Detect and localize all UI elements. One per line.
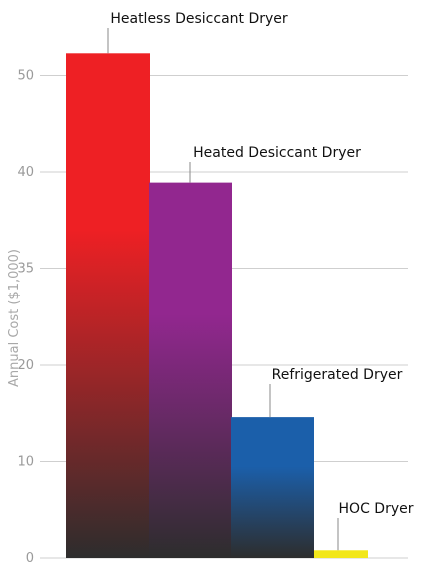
bar-label: Refrigerated Dryer <box>272 367 403 383</box>
bar <box>66 53 150 559</box>
y-axis-ticks: 0 10 20 35 40 50 <box>17 69 34 567</box>
y-tick-label: 50 <box>17 69 34 84</box>
y-tick-label: 40 <box>17 165 34 180</box>
bar <box>149 182 232 559</box>
y-axis-label: Annual Cost ($1,000) <box>7 249 22 387</box>
y-tick-label: 20 <box>17 358 34 373</box>
bar <box>231 417 314 558</box>
bar <box>314 550 368 558</box>
y-tick-label: 0 <box>26 551 34 566</box>
y-tick-label: 10 <box>17 455 34 470</box>
bars <box>66 53 368 559</box>
y-tick-label: 35 <box>17 262 34 277</box>
bar-label: Heated Desiccant Dryer <box>193 145 361 161</box>
bar-labels: Heatless Desiccant Dryer Heated Desiccant… <box>107 11 414 551</box>
bar-label: HOC Dryer <box>339 501 414 517</box>
bar-label: Heatless Desiccant Dryer <box>110 11 288 27</box>
